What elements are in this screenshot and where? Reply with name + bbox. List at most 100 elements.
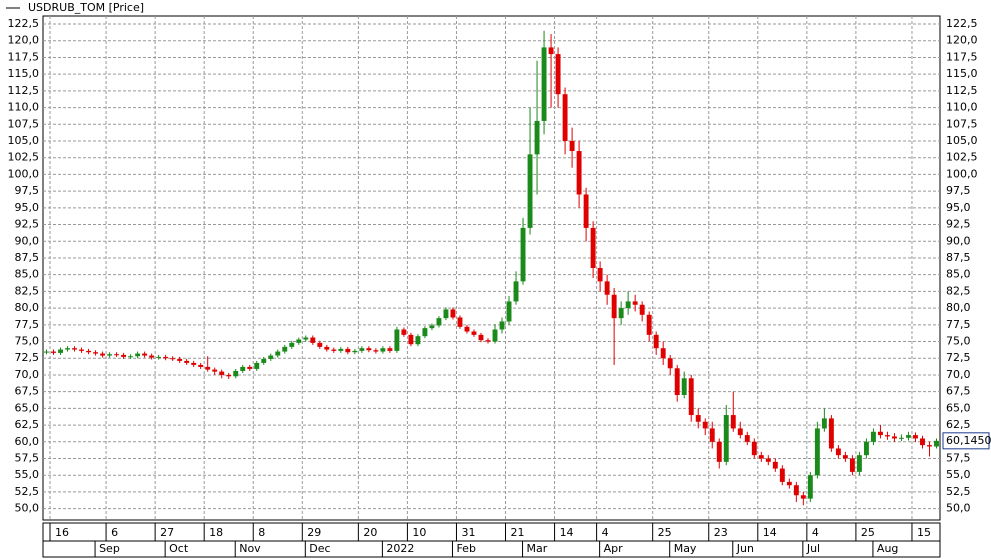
month-label: Apr: [604, 542, 624, 555]
candle-body: [920, 438, 925, 446]
y-tick-label: 75,0: [15, 335, 40, 348]
y2-tick-label: 95,0: [946, 201, 971, 214]
candle-body: [576, 151, 582, 195]
y2-tick-label: 100,0: [946, 167, 978, 180]
candle-body: [821, 418, 827, 429]
candle-body: [436, 318, 442, 326]
y2-tick-label: 120,0: [946, 34, 978, 47]
candle-body: [380, 348, 386, 352]
candle-body: [534, 120, 540, 155]
y2-tick-label: 110,0: [946, 101, 978, 114]
candle-body: [786, 481, 792, 486]
candle-body: [233, 370, 239, 377]
candle-body: [191, 362, 197, 365]
y-tick-label: 92,5: [15, 218, 40, 231]
candle-body: [422, 328, 428, 337]
y-tick-label: 70,0: [15, 368, 40, 381]
y-tick-label: 85,0: [15, 268, 40, 281]
month-label: Sep: [99, 542, 120, 555]
x-tick-label: 8: [258, 526, 265, 539]
candle-body: [527, 154, 533, 228]
candle-body: [401, 329, 407, 335]
candle-body: [618, 308, 624, 319]
last-price-label: 60,1450: [946, 434, 991, 447]
candle-body: [268, 355, 274, 359]
candle-body: [723, 415, 729, 462]
candle-body: [639, 304, 645, 315]
month-label: Jul: [806, 542, 820, 555]
candle-body: [604, 281, 610, 295]
y2-tick-label: 82,5: [946, 284, 971, 297]
candle-body: [142, 353, 148, 356]
x-tick-label: 23: [714, 526, 728, 539]
y2-tick-label: 70,0: [946, 368, 971, 381]
x-tick-label: 31: [461, 526, 475, 539]
y2-tick-label: 50,0: [946, 502, 971, 515]
y-tick-label: 115,0: [8, 67, 40, 80]
y2-tick-label: 72,5: [946, 351, 971, 364]
y2-tick-label: 102,5: [946, 151, 978, 164]
candle-body: [121, 354, 127, 357]
y2-tick-label: 107,5: [946, 117, 978, 130]
candle-body: [247, 366, 253, 369]
candle-body: [51, 351, 56, 353]
candle-body: [450, 309, 456, 318]
candle-body: [261, 358, 267, 363]
candle-body: [807, 475, 813, 499]
y-tick-label: 57,5: [15, 452, 40, 465]
month-label: Dec: [309, 542, 330, 555]
y2-tick-label: 77,5: [946, 318, 971, 331]
candle-body: [569, 140, 575, 152]
candle-body: [198, 364, 204, 367]
candle-body: [744, 435, 750, 442]
candle-body: [184, 360, 190, 363]
y-tick-label: 122,5: [8, 17, 40, 30]
month-label: Feb: [456, 542, 475, 555]
x-tick-label: 29: [307, 526, 321, 539]
month-label: May: [674, 542, 697, 555]
month-label: Jun: [736, 542, 754, 555]
x-axis-frame: [42, 522, 941, 558]
x-tick-label: 25: [861, 526, 875, 539]
x-tick-label: 25: [658, 526, 672, 539]
candle-body: [906, 435, 911, 438]
y-tick-label: 72,5: [15, 351, 40, 364]
candle-body: [79, 349, 84, 351]
candle-body: [394, 329, 400, 351]
x-tick-label: 6: [111, 526, 118, 539]
y-tick-label: 105,0: [8, 134, 40, 147]
candle-body: [870, 431, 876, 442]
y-tick-label: 65,0: [15, 401, 40, 414]
candle-body: [730, 415, 736, 429]
candle-body: [93, 352, 99, 354]
x-tick-label: 14: [763, 526, 777, 539]
y-tick-label: 77,5: [15, 318, 40, 331]
y-tick-label: 80,0: [15, 301, 40, 314]
x-tick-label: 16: [55, 526, 69, 539]
candle-body: [338, 348, 344, 351]
candle-body: [842, 455, 848, 459]
candle-body: [548, 47, 554, 55]
candle-body: [163, 356, 169, 359]
candle-body: [345, 348, 351, 353]
last-price-box: [942, 432, 990, 450]
candle-body: [800, 495, 806, 499]
x-tick-label: 27: [160, 526, 174, 539]
y2-tick-label: 65,0: [946, 401, 971, 414]
candle-body: [758, 455, 764, 459]
candle-body: [899, 437, 904, 439]
y2-tick-label: 55,0: [946, 468, 971, 481]
y2-tick-label: 57,5: [946, 452, 971, 465]
candle-body: [779, 468, 785, 482]
candle-body: [674, 368, 680, 396]
candle-body: [492, 329, 498, 342]
y-tick-label: 120,0: [8, 34, 40, 47]
y2-tick-label: 62,5: [946, 418, 971, 431]
candle-body: [653, 334, 659, 349]
y2-tick-label: 87,5: [946, 251, 971, 264]
y2-tick-label: 112,5: [946, 84, 978, 97]
month-label: 2022: [386, 542, 414, 555]
candle-body: [478, 334, 484, 341]
candle-body: [65, 348, 70, 350]
